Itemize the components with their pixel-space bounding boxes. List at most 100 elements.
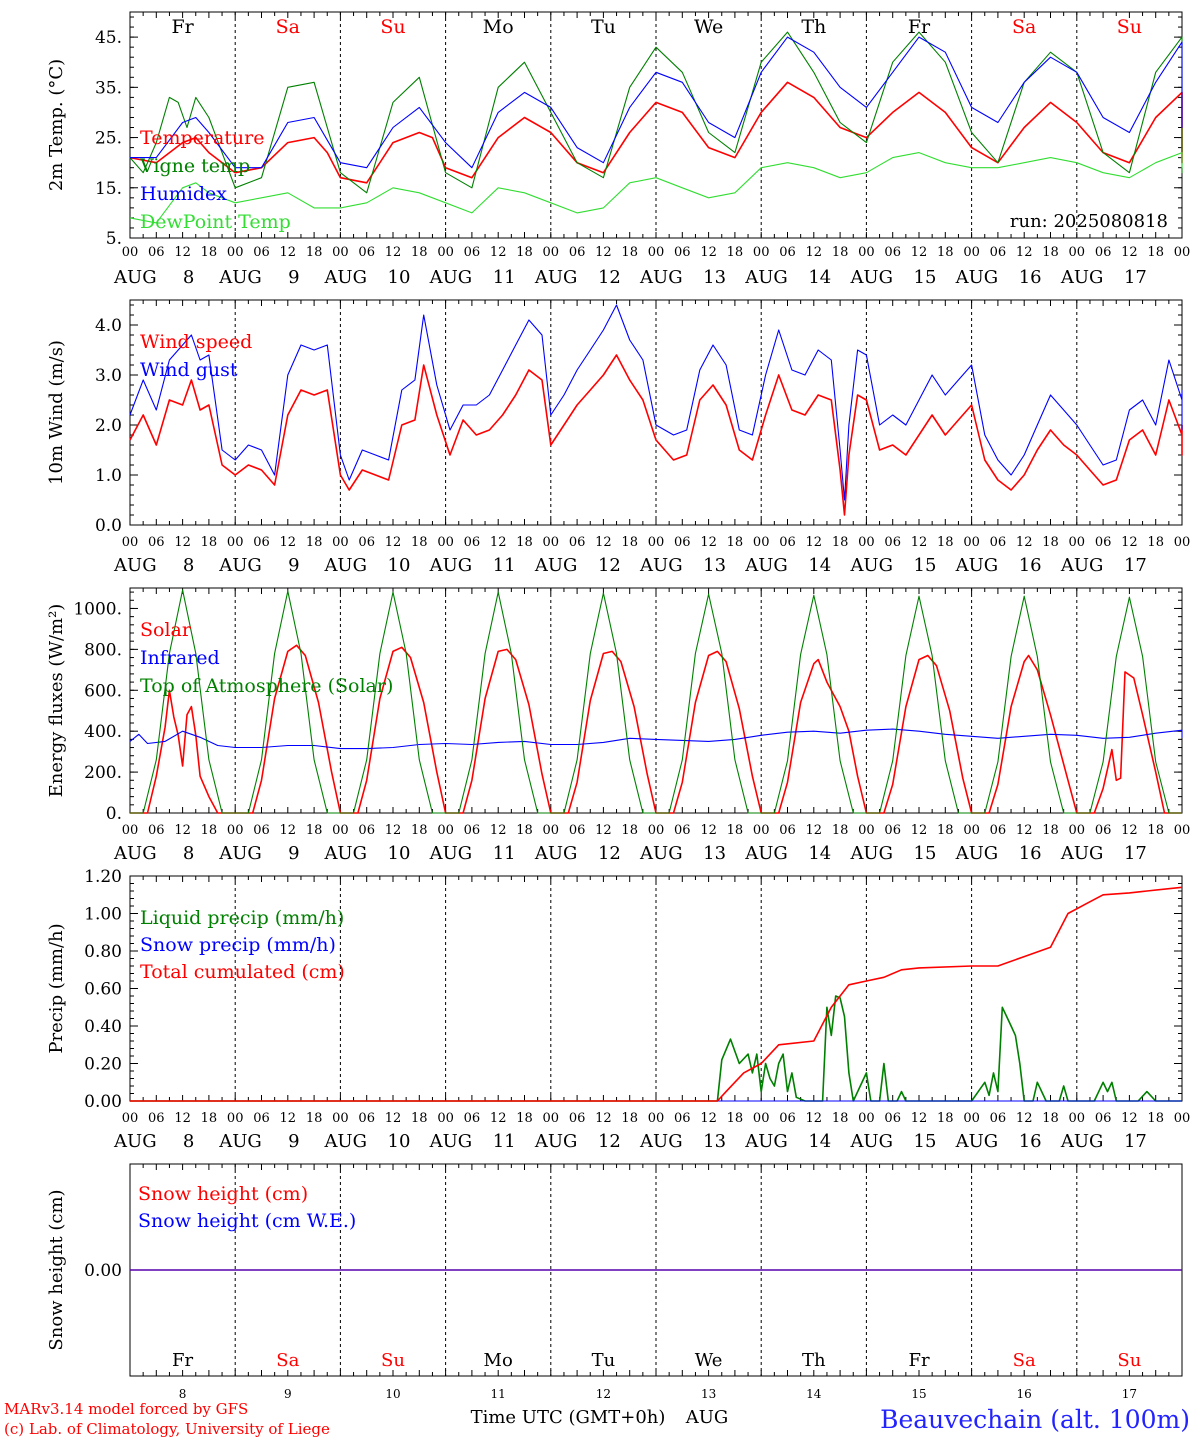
month-label: AUG (1060, 843, 1104, 864)
hour-label: 18 (727, 245, 744, 260)
hour-label: 06 (779, 1111, 796, 1126)
date-label: 15 (911, 1387, 926, 1401)
date-label: 13 (703, 555, 726, 576)
hour-label: 18 (411, 823, 428, 838)
y-tick-label: 2.0 (95, 416, 122, 436)
month-label: AUG (534, 843, 578, 864)
weekday-label: Mo (484, 1350, 513, 1371)
y-tick-label: 0. (106, 804, 122, 824)
hour-label: 12 (700, 1111, 717, 1126)
hour-label: 06 (674, 823, 691, 838)
month-label: AUG (849, 555, 893, 576)
hour-label: 12 (806, 245, 823, 260)
hour-label: 18 (832, 1111, 849, 1126)
date-label: 12 (598, 555, 621, 576)
hour-label: 06 (358, 823, 375, 838)
date-label: 16 (1017, 1387, 1032, 1401)
hour-label: 18 (1042, 245, 1059, 260)
legend-entry: Temperature (140, 127, 264, 149)
weekday-label: Su (1117, 16, 1142, 38)
month-label: AUG (744, 555, 788, 576)
month-label: AUG (849, 1131, 893, 1152)
legend-entry: Snow height (cm) (138, 1183, 308, 1205)
y-tick-label: 0.00 (84, 1092, 122, 1112)
date-label: 17 (1124, 555, 1147, 576)
weekday-label: Sa (1012, 16, 1036, 38)
date-label: 13 (703, 1131, 726, 1152)
hour-label: 00 (543, 823, 560, 838)
date-label: 10 (388, 1131, 411, 1152)
hour-label: 00 (332, 823, 349, 838)
hour-label: 18 (306, 535, 323, 550)
month-label: AUG (1060, 1131, 1104, 1152)
y-axis-label: Energy fluxes (W/m²) (46, 604, 67, 798)
date-label: 17 (1124, 1131, 1147, 1152)
hour-label: 18 (306, 245, 323, 260)
hour-label: 06 (674, 1111, 691, 1126)
month-label: AUG (534, 267, 578, 288)
date-label: 8 (183, 1131, 194, 1152)
hour-label: 18 (516, 823, 533, 838)
hour-label: 12 (911, 535, 928, 550)
hour-label: 00 (753, 823, 770, 838)
month-label: AUG (534, 1131, 578, 1152)
month-label: AUG (744, 843, 788, 864)
hour-label: 18 (832, 535, 849, 550)
y-tick-label: 35. (95, 78, 122, 98)
hour-label: 06 (990, 823, 1007, 838)
y-axis-label: Snow height (cm) (46, 1189, 67, 1350)
weekday-label: Fr (908, 1350, 929, 1371)
hour-label: 06 (1095, 823, 1112, 838)
month-label: AUG (429, 267, 473, 288)
hour-label: 12 (806, 1111, 823, 1126)
weekday-label: Th (801, 16, 826, 38)
hour-label: 12 (385, 245, 402, 260)
hour-label: 18 (516, 1111, 533, 1126)
y-tick-label: 1.00 (84, 905, 122, 925)
hour-label: 18 (621, 245, 638, 260)
legend-entry: Solar (140, 619, 192, 641)
hour-label: 00 (332, 1111, 349, 1126)
hour-label: 06 (253, 245, 270, 260)
hour-label: 00 (437, 535, 454, 550)
hour-label: 06 (990, 1111, 1007, 1126)
hour-label: 12 (490, 1111, 507, 1126)
hour-label: 18 (727, 1111, 744, 1126)
hour-label: 18 (621, 823, 638, 838)
hour-label: 06 (358, 1111, 375, 1126)
hour-label: 00 (122, 1111, 139, 1126)
hour-label: 18 (201, 823, 218, 838)
legend-entry: Humidex (140, 183, 227, 205)
y-tick-label: 0.40 (84, 1017, 122, 1037)
hour-label: 06 (148, 823, 165, 838)
hour-label: 12 (1016, 823, 1033, 838)
hour-label: 06 (1095, 535, 1112, 550)
legend-entry: Total cumulated (cm) (140, 961, 345, 983)
hour-label: 00 (648, 535, 665, 550)
date-label: 15 (914, 843, 937, 864)
date-label: 13 (703, 843, 726, 864)
hour-label: 00 (1174, 245, 1191, 260)
hour-label: 18 (1147, 823, 1164, 838)
date-label: 10 (388, 267, 411, 288)
month-label: AUG (744, 267, 788, 288)
hour-label: 12 (595, 535, 612, 550)
y-tick-label: 200. (84, 763, 122, 783)
hour-label: 12 (1121, 823, 1138, 838)
hour-label: 06 (464, 535, 481, 550)
month-label: AUG (218, 555, 262, 576)
hour-label: 06 (779, 823, 796, 838)
series-line-infrared (129, 728, 1183, 750)
hour-label: 18 (516, 245, 533, 260)
hour-label: 18 (306, 1111, 323, 1126)
date-label: 13 (701, 1387, 716, 1401)
date-label: 8 (183, 555, 194, 576)
month-label: AUG (534, 555, 578, 576)
month-label: AUG (113, 843, 157, 864)
hour-label: 00 (1174, 1111, 1191, 1126)
hour-label: 06 (569, 1111, 586, 1126)
y-axis-label: 2m Temp. (°C) (46, 59, 67, 191)
hour-label: 06 (674, 535, 691, 550)
hour-label: 06 (569, 823, 586, 838)
date-label: 12 (598, 1131, 621, 1152)
